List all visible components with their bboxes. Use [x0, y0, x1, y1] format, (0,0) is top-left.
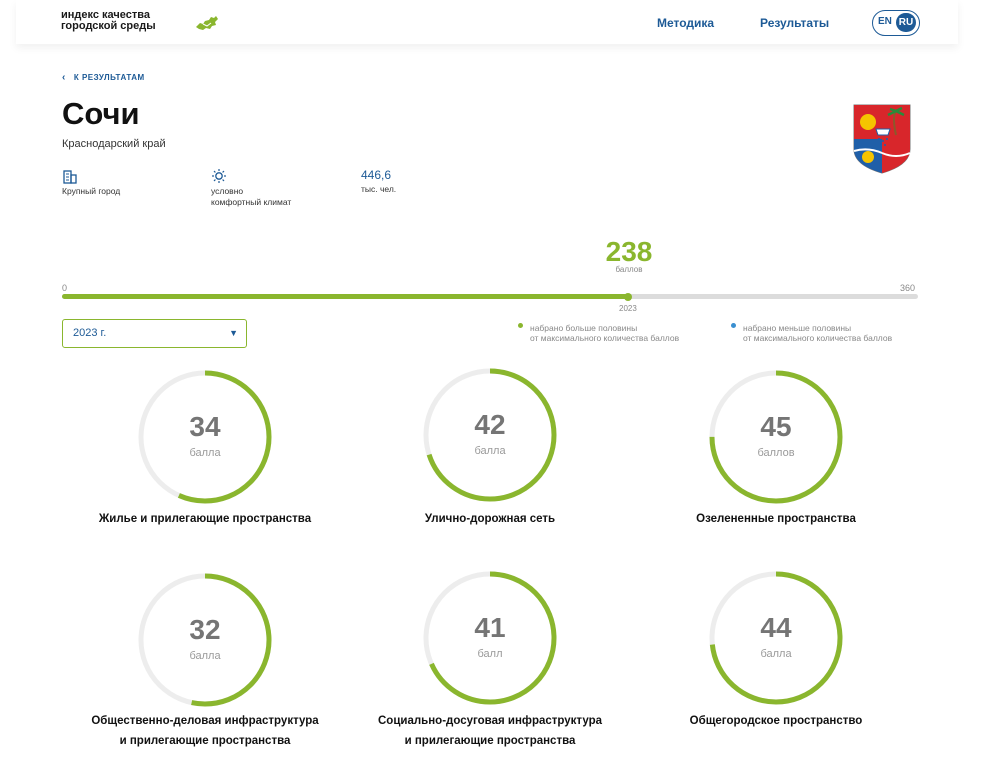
category-label-line: и прилегающие пространства — [404, 735, 576, 747]
category-label[interactable]: Жилье и прилегающие пространства — [65, 509, 345, 529]
city-size-label: Крупный город — [62, 186, 121, 196]
gauge-score: 42 — [474, 409, 506, 440]
category-label-line: Жилье и прилегающие пространства — [98, 513, 312, 525]
site-header: индекс качества городской среды Методика… — [16, 0, 958, 44]
category-label-line: Социально-досуговая инфраструктура — [377, 715, 603, 727]
lang-ru-option[interactable]: RU — [896, 13, 916, 32]
category-label[interactable]: Социально-досуговая инфраструктура и прил… — [350, 711, 630, 751]
gauge-score: 34 — [189, 411, 221, 442]
climate-label-line-2: комфортный климат — [211, 197, 292, 207]
gauge-arc — [138, 573, 272, 707]
russia-map-icon — [196, 16, 218, 30]
legend-dot-green — [518, 323, 523, 328]
gauge-arc — [709, 571, 843, 705]
gauge-arc — [709, 370, 843, 504]
logo-line-2: городской среды — [61, 20, 156, 32]
building-icon — [63, 170, 77, 184]
city-title: Сочи — [62, 96, 140, 131]
nav-results-link[interactable]: Результаты — [760, 16, 830, 30]
gauge-ring — [423, 368, 557, 502]
legend-item-below-half: набрано меньше половины от максимального… — [731, 323, 892, 343]
year-select-value: 2023 г. — [73, 327, 107, 339]
category-label[interactable]: Улично-дорожная сеть — [350, 509, 630, 529]
region-name: Краснодарский край — [62, 138, 166, 150]
progress-fill — [62, 294, 628, 299]
scale-max-label: 360 — [900, 283, 916, 293]
lang-en-option[interactable]: EN — [878, 16, 892, 27]
gauge-score: 45 — [760, 411, 792, 442]
gauge-ring — [423, 571, 557, 705]
gauge-unit: балла — [189, 650, 221, 662]
gauge-ring — [709, 571, 843, 705]
category-gauge[interactable]: 42 балла — [420, 365, 560, 505]
climate-label-line-1: условно — [211, 186, 244, 196]
gauge-unit: балла — [474, 445, 506, 457]
city-size-stat: Крупный город — [62, 168, 120, 197]
gauge-score: 41 — [474, 612, 506, 643]
scale-min-label: 0 — [62, 283, 68, 293]
caret-down-icon: ▼ — [229, 328, 238, 338]
gauge-score: 44 — [760, 612, 792, 643]
gauge-ring — [709, 370, 843, 504]
legend-text-line-1: набрано меньше половины — [743, 323, 852, 333]
category-gauge[interactable]: 44 балла — [706, 568, 846, 708]
legend-text-line-2: от максимального количества баллов — [530, 333, 680, 343]
category-label-line: Общегородское пространство — [689, 715, 863, 727]
gauge-ring — [138, 370, 272, 504]
legend-item-above-half: набрано больше половины от максимального… — [518, 323, 679, 343]
category-label[interactable]: Общегородское пространство — [636, 711, 916, 731]
gauge-arc — [138, 370, 272, 504]
progress-year-label: 2023 — [619, 304, 637, 313]
nav-methodology-link[interactable]: Методика — [657, 16, 715, 30]
legend-dot-blue — [731, 323, 736, 328]
population-unit: тыс. чел. — [361, 184, 397, 194]
category-label[interactable]: Озелененные пространства — [636, 509, 916, 529]
gauge-arc — [423, 368, 557, 502]
logo-line-1: индекс качества — [61, 9, 150, 21]
total-score-value: 238 — [605, 236, 653, 267]
gauge-unit: балла — [760, 648, 792, 660]
category-label-line: Озелененные пространства — [696, 513, 856, 525]
gauge-arc — [423, 571, 557, 705]
population-value: 446,6 — [361, 168, 392, 182]
total-score-unit: баллов — [615, 265, 643, 274]
population-stat: 446,6 тыс. чел. — [361, 168, 396, 195]
gauge-unit: балла — [189, 447, 221, 459]
back-to-results-link[interactable]: ‹ К РЕЗУЛЬТАТАМ — [62, 72, 145, 83]
gauge-unit: балл — [477, 648, 503, 660]
category-gauge[interactable]: 34 балла — [135, 367, 275, 507]
category-gauge[interactable]: 32 балла — [135, 570, 275, 710]
year-select[interactable]: 2023 г. ▼ — [62, 319, 247, 348]
progress-marker — [623, 292, 632, 301]
gauge-score: 32 — [189, 614, 221, 645]
total-score-progress-bar — [62, 292, 918, 301]
back-link-label: К РЕЗУЛЬТАТАМ — [73, 73, 145, 82]
category-gauge[interactable]: 45 баллов — [706, 367, 846, 507]
category-label[interactable]: Общественно-деловая инфраструктура и прил… — [65, 711, 345, 751]
sun-icon — [212, 169, 226, 183]
category-gauge[interactable]: 41 балл — [420, 568, 560, 708]
climate-stat: условно комфортный климат — [211, 168, 291, 208]
coat-of-arms-icon — [853, 104, 911, 174]
category-label-line: Улично-дорожная сеть — [424, 513, 556, 525]
legend-text-line-2: от максимального количества баллов — [743, 333, 893, 343]
chevron-left-icon: ‹ — [62, 72, 66, 83]
gauge-unit: баллов — [757, 447, 795, 459]
category-label-line: и прилегающие пространства — [119, 735, 291, 747]
legend-text-line-1: набрано больше половины — [530, 323, 638, 333]
language-toggle[interactable]: EN RU — [872, 10, 920, 36]
gauge-ring — [138, 573, 272, 707]
site-logo-text[interactable]: индекс качества городской среды — [61, 10, 156, 32]
category-label-line: Общественно-деловая инфраструктура — [91, 715, 319, 727]
